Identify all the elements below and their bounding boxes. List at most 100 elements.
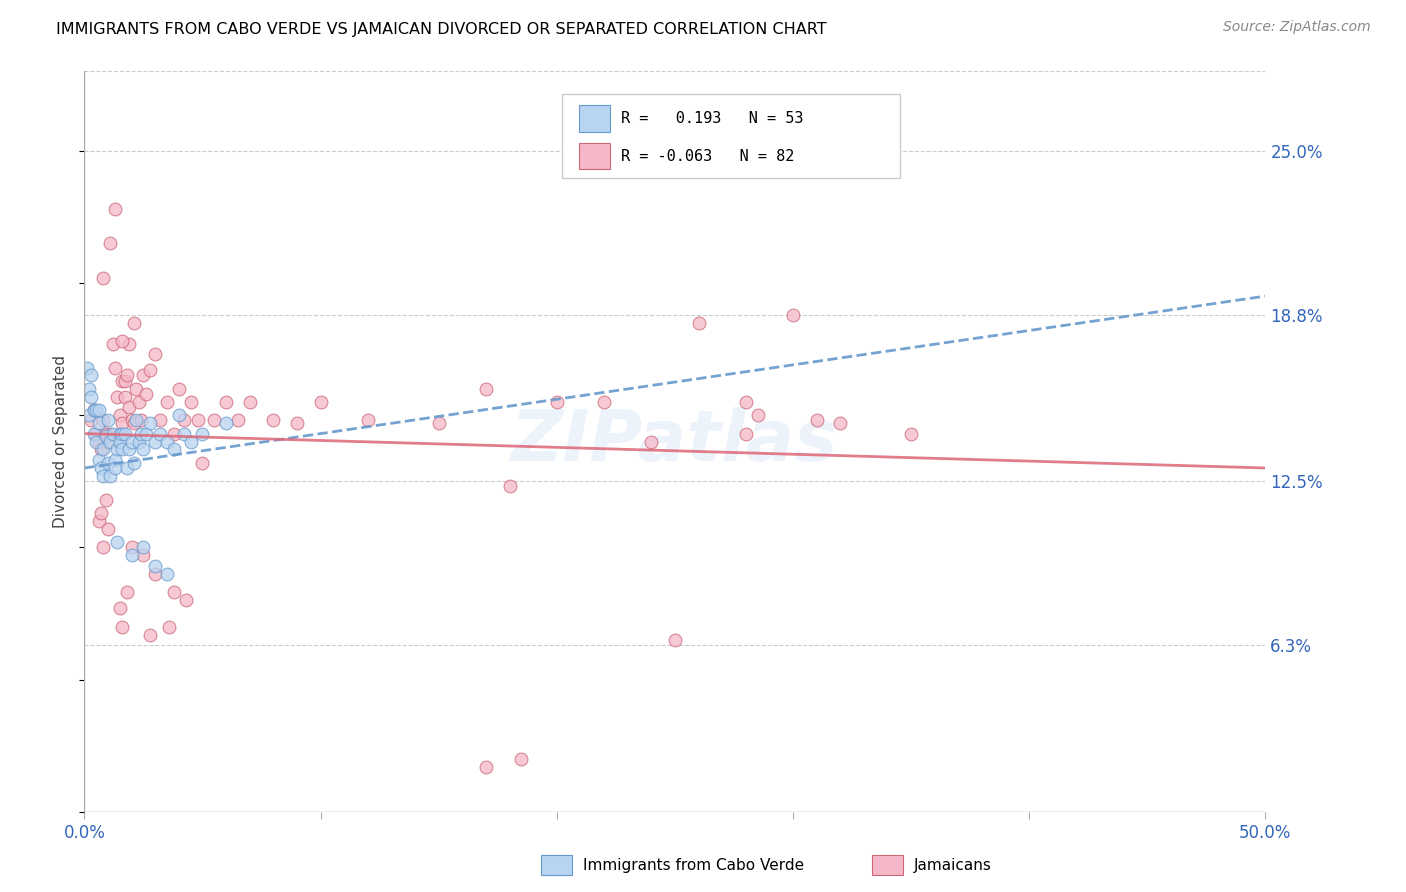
Point [118, 400, 141, 414]
Point [128, 395, 150, 409]
Point [139, 363, 162, 377]
Point [129, 413, 152, 427]
Text: R = -0.063   N = 82: R = -0.063 N = 82 [621, 149, 794, 163]
Point [111, 619, 134, 633]
Point [97, 434, 120, 449]
Text: Immigrants from Cabo Verde: Immigrants from Cabo Verde [583, 858, 804, 872]
Point [174, 593, 197, 607]
Point [143, 434, 166, 449]
Point [129, 426, 152, 441]
Point [87, 453, 110, 467]
Point [84, 426, 107, 441]
Point [135, 426, 157, 441]
Point [215, 395, 238, 409]
Point [77, 382, 100, 396]
Point [104, 360, 127, 375]
Point [132, 368, 155, 383]
Point [782, 308, 804, 322]
Text: R =   0.193   N = 53: R = 0.193 N = 53 [621, 112, 804, 126]
Point [108, 601, 131, 615]
Point [173, 426, 195, 441]
Point [111, 334, 134, 348]
Point [91, 469, 114, 483]
Point [107, 442, 129, 457]
Point [163, 585, 186, 599]
Point [163, 442, 186, 457]
Point [202, 413, 225, 427]
Point [167, 382, 190, 396]
Point [83, 402, 105, 417]
Point [101, 426, 124, 441]
Point [156, 566, 179, 581]
Point [593, 395, 616, 409]
Point [97, 456, 120, 470]
Point [87, 434, 110, 449]
Point [90, 461, 112, 475]
Point [98, 426, 121, 441]
Point [357, 413, 380, 427]
Point [149, 426, 172, 441]
Text: Jamaicans: Jamaicans [914, 858, 991, 872]
Point [191, 456, 214, 470]
Point [167, 408, 190, 422]
Point [94, 426, 117, 441]
Point [84, 402, 107, 417]
Point [132, 541, 155, 555]
Point [128, 434, 150, 449]
Point [640, 434, 662, 449]
Point [139, 627, 162, 641]
Point [135, 387, 157, 401]
Text: Source: ZipAtlas.com: Source: ZipAtlas.com [1223, 20, 1371, 34]
Point [664, 632, 686, 647]
Point [132, 548, 155, 562]
Point [87, 514, 110, 528]
Point [830, 416, 852, 430]
Point [98, 434, 121, 449]
Point [156, 395, 179, 409]
Point [143, 347, 166, 361]
Point [143, 566, 166, 581]
Point [546, 395, 568, 409]
Point [734, 395, 756, 409]
Point [91, 413, 114, 427]
Point [98, 236, 121, 251]
Point [114, 374, 136, 388]
Point [475, 760, 498, 774]
Point [111, 442, 134, 457]
Point [80, 390, 103, 404]
Point [132, 442, 155, 457]
Point [262, 413, 284, 427]
Point [118, 336, 141, 351]
Point [84, 434, 107, 449]
Point [149, 413, 172, 427]
Point [118, 442, 141, 457]
Point [98, 469, 121, 483]
Point [77, 408, 100, 422]
Point [80, 368, 103, 383]
Point [122, 456, 145, 470]
Point [115, 461, 138, 475]
Point [104, 202, 127, 216]
Point [101, 336, 124, 351]
Point [97, 522, 120, 536]
Point [91, 270, 114, 285]
Point [510, 752, 533, 766]
Point [83, 426, 105, 441]
Text: ZIPatlas: ZIPatlas [512, 407, 838, 476]
Point [115, 368, 138, 383]
Point [734, 426, 756, 441]
Point [806, 413, 828, 427]
Point [90, 506, 112, 520]
Point [239, 395, 262, 409]
Point [215, 416, 238, 430]
Point [900, 426, 922, 441]
Point [475, 382, 498, 396]
Point [156, 434, 179, 449]
Point [121, 541, 143, 555]
Point [747, 408, 769, 422]
Point [121, 434, 143, 449]
Point [122, 416, 145, 430]
Point [87, 416, 110, 430]
Point [111, 374, 134, 388]
Point [285, 416, 308, 430]
